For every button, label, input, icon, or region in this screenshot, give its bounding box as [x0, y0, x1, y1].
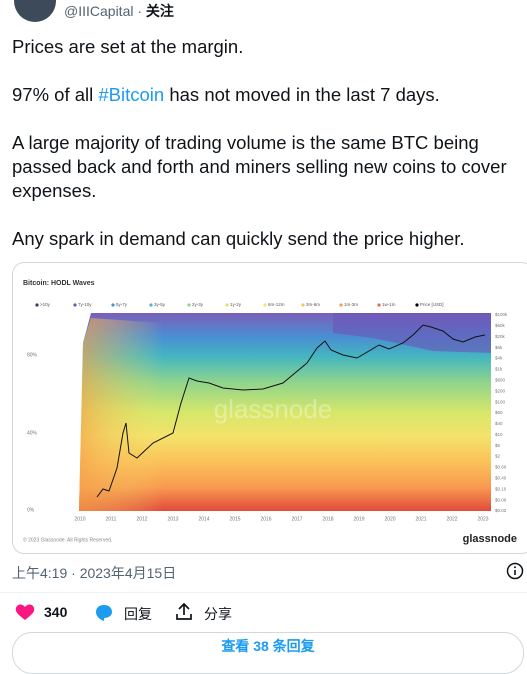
legend-label: 2y-3y [192, 302, 204, 307]
left-axis: 80% 40% 0% [27, 352, 38, 513]
legend-label: >10y [40, 302, 51, 307]
left-axis-label: 0% [27, 507, 35, 513]
x-axis-label: 2023 [477, 516, 488, 522]
legend-label: 1y-2y [230, 302, 242, 307]
avatar[interactable] [14, 0, 56, 22]
right-axis-label: $1k [495, 367, 503, 372]
watermark: glassnode [214, 394, 333, 424]
right-axis-label: $40 [495, 421, 503, 426]
info-icon[interactable] [506, 562, 524, 580]
legend-swatch [339, 303, 343, 307]
paragraph: A large majority of trading volume is th… [12, 131, 524, 203]
right-axis-label: $60 [495, 410, 503, 415]
paragraph: Any spark in demand can quickly send the… [12, 227, 524, 251]
brand: glassnode [463, 533, 517, 545]
legend-label: 1m-3m [344, 302, 358, 307]
hashtag[interactable]: #Bitcoin [98, 84, 165, 105]
legend-swatch [377, 303, 381, 307]
x-axis-label: 2022 [446, 516, 457, 522]
right-axis-label: $0.60 [495, 465, 507, 470]
x-axis-label: 2021 [415, 516, 426, 522]
reply[interactable]: 回复 [124, 606, 152, 622]
legend: >10y 7y-10y 5y-7y 3y-5y 2y-3y 1y-2y 6m-12m 3m-6… [35, 302, 444, 307]
x-axis-label: 2019 [353, 516, 364, 522]
legend-label: 3y-5y [154, 302, 166, 307]
old-band [333, 313, 491, 353]
share[interactable]: 分享 [204, 606, 232, 622]
early-band [79, 318, 163, 511]
timestamp[interactable]: 上午4:19 · 2023年4月15日 [12, 565, 177, 581]
author-line: @IIICapital · 关注 [64, 1, 174, 21]
legend-label: 3m-6m [306, 302, 320, 307]
handle[interactable]: @IIICapital [64, 3, 134, 19]
left-axis-label: 80% [27, 352, 38, 358]
x-axis-label: 2010 [74, 516, 85, 522]
x-axis-label: 2014 [198, 516, 209, 522]
right-axis-label: $100k [495, 312, 508, 317]
right-axis-label: $20k [495, 334, 506, 339]
right-axis-label: $100 [495, 399, 506, 404]
right-axis-label: $0.10 [495, 486, 507, 491]
right-axis-label: $60k [495, 323, 506, 328]
paragraph: 97% of all #Bitcoin has not moved in the… [12, 83, 524, 107]
text: Any spark in demand can quickly send the… [12, 228, 465, 249]
legend-swatch [149, 303, 153, 307]
copyright: © 2023 Glassnode. All Rights Reserved. [23, 536, 112, 543]
legend-swatch [225, 303, 229, 307]
share-icon[interactable] [175, 602, 193, 621]
band-edge [49, 313, 91, 511]
right-axis-label: $600 [495, 378, 506, 383]
right-axis-label: $0.02 [495, 508, 507, 513]
right-axis-label: $4k [495, 356, 503, 361]
chart-title: Bitcoin: HODL Waves [23, 280, 95, 287]
legend-label: 5y-7y [116, 302, 128, 307]
legend-swatch [415, 303, 419, 307]
legend-swatch [187, 303, 191, 307]
left-axis-label: 40% [27, 430, 38, 436]
right-axis-label: $0.06 [495, 497, 507, 502]
more-replies[interactable]: 查看 38 条回复 [12, 632, 524, 674]
x-axis-label: 2015 [229, 516, 240, 522]
x-axis-label: 2011 [106, 516, 117, 522]
legend-swatch [301, 303, 305, 307]
right-axis-label: $0.40 [495, 476, 507, 481]
like-count[interactable]: 340 [44, 604, 68, 620]
x-axis-label: 2012 [136, 516, 147, 522]
x-axis-label: 2016 [260, 516, 271, 522]
media-card[interactable]: Bitcoin: HODL Waves >10y 7y-10y 5y-7y 3y-5y… [12, 262, 527, 554]
right-axis-label: $10 [495, 432, 503, 437]
follow[interactable]: 关注 [145, 3, 174, 19]
right-axis-label: $6 [495, 443, 501, 448]
right-axis-label: $6k [495, 345, 503, 350]
right-axis-label: $200 [495, 388, 506, 393]
legend-label: 6m-12m [268, 302, 285, 307]
text: has not moved in the last 7 days. [164, 84, 440, 105]
chart-image: Bitcoin: HODL Waves >10y 7y-10y 5y-7y 3y-5y… [23, 271, 523, 545]
separator: · [133, 3, 146, 19]
like-icon[interactable] [15, 603, 35, 621]
x-axis-label: 2013 [167, 516, 178, 522]
legend-swatch [111, 303, 115, 307]
legend-swatch [35, 303, 39, 307]
legend-label: 7y-10y [78, 302, 92, 307]
legend-swatch [73, 303, 77, 307]
x-axis: 2010 2011 2012 2013 2014 2015 2016 2017 2018 2019… [74, 516, 488, 522]
text: A large majority of trading volume is th… [12, 132, 507, 201]
x-axis-label: 2017 [291, 516, 302, 522]
right-axis: $100k $60k $20k $6k $4k $1k $600 $200 $100 $60 $40… [495, 312, 508, 513]
legend-swatch [263, 303, 267, 307]
reply-icon[interactable] [94, 603, 114, 622]
text: Prices are set at the margin. [12, 36, 244, 57]
text: 97% of all [12, 84, 99, 105]
price-line [96, 324, 486, 498]
paragraph: Prices are set at the margin. [12, 35, 524, 59]
legend-label: 1w-1m [382, 302, 396, 307]
x-axis-label: 2020 [384, 516, 395, 522]
x-axis-label: 2018 [322, 516, 333, 522]
more-replies-text[interactable]: 查看 38 条回复 [221, 638, 315, 654]
legend-label: Price [USD] [420, 302, 444, 307]
right-axis-label: $2 [495, 454, 501, 459]
divider [0, 592, 527, 593]
